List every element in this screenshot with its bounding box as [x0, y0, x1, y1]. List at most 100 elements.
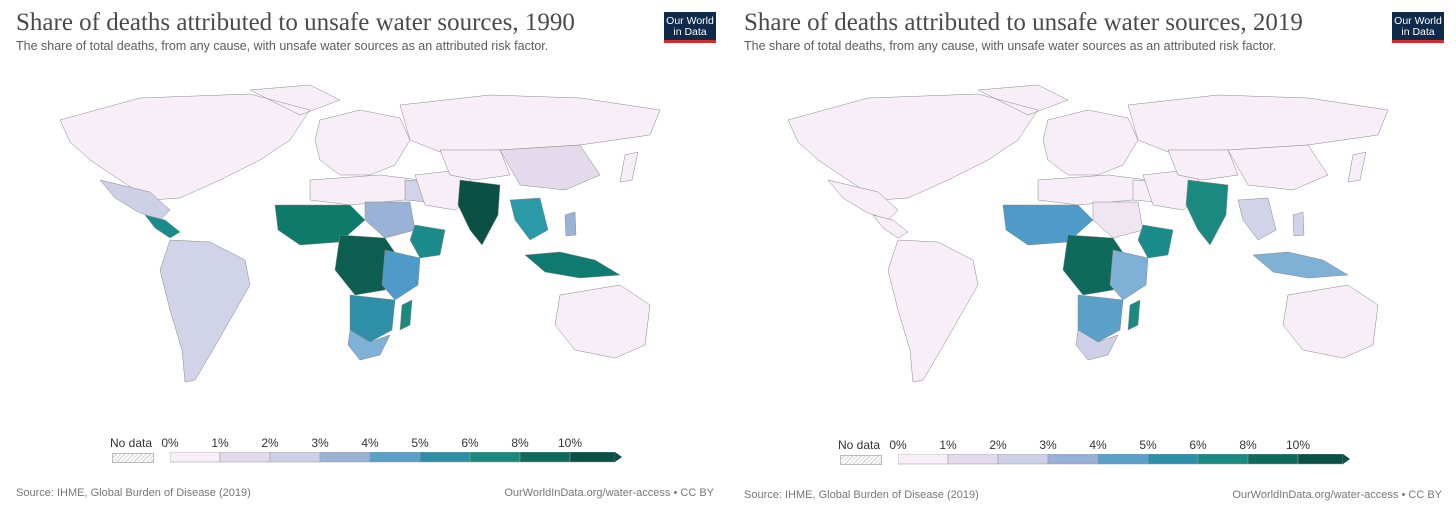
region-europe[interactable] — [1042, 109, 1139, 176]
region-ethiopia[interactable] — [1137, 224, 1174, 259]
region-east-africa[interactable] — [1109, 249, 1149, 301]
legend-arrow — [615, 452, 622, 462]
legend-bin[interactable] — [1197, 454, 1249, 465]
region-central-america[interactable] — [144, 214, 181, 239]
legend-tick: 10% — [1285, 438, 1311, 452]
region-sudan[interactable] — [364, 201, 416, 239]
region-mongolia-china-w[interactable] — [499, 144, 601, 191]
legend-bin[interactable] — [269, 452, 321, 463]
source-note: Source: IHME, Global Burden of Disease (… — [744, 489, 979, 501]
map-panel-1990: Share of deaths attributed to unsafe wat… — [16, 9, 716, 499]
region-madagascar[interactable] — [1127, 299, 1141, 331]
region-central-asia[interactable] — [439, 149, 511, 181]
legend-nodata-swatch — [112, 453, 154, 463]
region-philippines[interactable] — [1292, 211, 1305, 237]
source-link[interactable]: OurWorldInData.org/water-access • CC BY — [504, 487, 714, 499]
legend-tick: 8% — [511, 436, 529, 450]
legend-bins — [170, 452, 622, 463]
logo-line-2: in Data — [1401, 26, 1435, 38]
legend-bin[interactable] — [1097, 454, 1149, 465]
legend-tick: 2% — [989, 438, 1007, 452]
region-southern-africa[interactable] — [349, 294, 396, 343]
legend-bin[interactable] — [1247, 454, 1299, 465]
legend: No data 0% 1% 2% 3% 4% 5% 6% 8% 10% — [110, 436, 640, 466]
legend-tick: 8% — [1239, 438, 1257, 452]
region-south-africa[interactable] — [1075, 329, 1119, 361]
legend-nodata-label: No data — [110, 436, 153, 450]
legend-tick: 1% — [211, 436, 229, 450]
legend-tick: 1% — [939, 438, 957, 452]
region-central-asia[interactable] — [1167, 149, 1239, 181]
legend: No data 0% 1% 2% 3% 4% 5% 6% 8% 10% — [838, 438, 1368, 468]
legend-nodata-label: No data — [838, 438, 881, 452]
region-india[interactable] — [457, 179, 501, 246]
region-ethiopia[interactable] — [409, 224, 446, 259]
legend-tick: 2% — [261, 436, 279, 450]
source-note: Source: IHME, Global Burden of Disease (… — [16, 487, 251, 499]
region-south-africa[interactable] — [347, 329, 391, 361]
legend-arrow — [1343, 454, 1350, 464]
legend-tick: 5% — [411, 436, 429, 450]
region-north-america[interactable] — [59, 84, 341, 201]
region-south-america[interactable] — [159, 239, 251, 383]
region-russia[interactable] — [1127, 94, 1389, 153]
map-panel-2019: Share of deaths attributed to unsafe wat… — [728, 0, 1456, 522]
legend-bin[interactable] — [170, 452, 221, 463]
map-countries — [59, 84, 661, 383]
region-madagascar[interactable] — [399, 299, 413, 331]
legend-bin[interactable] — [1297, 454, 1344, 465]
region-philippines[interactable] — [564, 211, 577, 237]
legend-bin[interactable] — [947, 454, 999, 465]
legend-bin[interactable] — [419, 452, 471, 463]
region-southeast-asia[interactable] — [509, 197, 549, 241]
legend-bin[interactable] — [1147, 454, 1199, 465]
legend-bin[interactable] — [997, 454, 1049, 465]
owid-logo[interactable]: Our World in Data — [664, 12, 716, 43]
region-east-africa[interactable] — [381, 249, 421, 301]
region-russia[interactable] — [399, 94, 661, 153]
region-japan[interactable] — [1347, 151, 1367, 183]
legend-tick: 6% — [461, 436, 479, 450]
legend-tick: 3% — [1039, 438, 1057, 452]
legend-tick: 4% — [1089, 438, 1107, 452]
region-south-america[interactable] — [887, 239, 979, 383]
map-countries — [787, 84, 1389, 383]
region-southern-africa[interactable] — [1077, 294, 1124, 343]
chart-title: Share of deaths attributed to unsafe wat… — [744, 9, 1303, 36]
logo-line-1: Our World — [1394, 15, 1442, 27]
chart-subtitle: The share of total deaths, from any caus… — [16, 39, 549, 53]
region-sudan[interactable] — [1092, 201, 1144, 239]
region-australia[interactable] — [554, 284, 651, 359]
region-mongolia-china-w[interactable] — [1227, 144, 1329, 191]
region-europe[interactable] — [314, 109, 411, 176]
region-indonesia[interactable] — [524, 251, 621, 279]
region-japan[interactable] — [619, 151, 639, 183]
legend-bin[interactable] — [569, 452, 616, 463]
legend-tick: 5% — [1139, 438, 1157, 452]
legend-tick: 4% — [361, 436, 379, 450]
region-australia[interactable] — [1282, 284, 1379, 359]
source-link[interactable]: OurWorldInData.org/water-access • CC BY — [1232, 489, 1442, 501]
world-map — [787, 84, 1389, 383]
region-indonesia[interactable] — [1252, 251, 1349, 279]
owid-logo[interactable]: Our World in Data — [1392, 12, 1444, 43]
legend-bin[interactable] — [369, 452, 421, 463]
legend-nodata-swatch — [840, 455, 882, 465]
region-india[interactable] — [1185, 179, 1229, 246]
region-central-america[interactable] — [872, 214, 909, 239]
legend-bin[interactable] — [319, 452, 371, 463]
region-southeast-asia[interactable] — [1237, 197, 1277, 241]
legend-bin[interactable] — [469, 452, 521, 463]
region-north-africa[interactable] — [1037, 174, 1149, 206]
legend-bins — [898, 454, 1350, 465]
legend-bin[interactable] — [519, 452, 571, 463]
legend-tick: 0% — [889, 438, 907, 452]
legend-bin[interactable] — [219, 452, 271, 463]
region-north-africa[interactable] — [309, 174, 421, 206]
region-north-america[interactable] — [787, 84, 1069, 201]
logo-line-1: Our World — [666, 15, 714, 27]
chart-title: Share of deaths attributed to unsafe wat… — [16, 9, 575, 36]
legend-tick: 6% — [1189, 438, 1207, 452]
legend-bin[interactable] — [1047, 454, 1099, 465]
legend-bin[interactable] — [898, 454, 949, 465]
